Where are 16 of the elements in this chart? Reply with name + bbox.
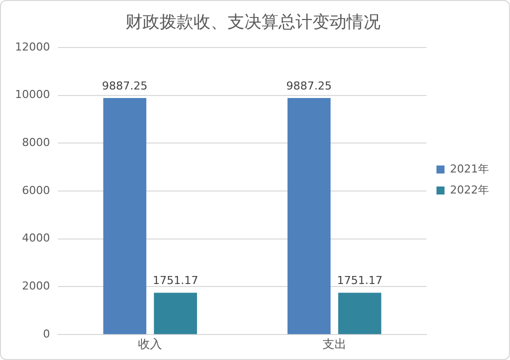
data-label: 1751.17 (152, 274, 198, 288)
y-tick-label: 0 (42, 327, 50, 340)
y-tick-label: 10000 (14, 88, 50, 102)
y-tick-label: 8000 (22, 136, 50, 149)
legend-label: 2022年 (450, 183, 490, 196)
y-tick-label: 4000 (22, 232, 50, 245)
legend-label: 2021年 (450, 162, 490, 176)
chart-title: 财政拨款收、支决算总计变动情况 (126, 12, 380, 33)
y-tick-label: 2000 (22, 280, 50, 293)
data-label: 9887.25 (286, 79, 332, 92)
y-tick-label: 12000 (14, 40, 50, 54)
data-label: 1751.17 (336, 274, 382, 288)
y-tick-label: 6000 (22, 184, 50, 197)
x-tick-label: 支出 (322, 336, 346, 351)
x-tick-label: 收入 (138, 336, 162, 351)
data-label: 9887.25 (102, 79, 148, 92)
